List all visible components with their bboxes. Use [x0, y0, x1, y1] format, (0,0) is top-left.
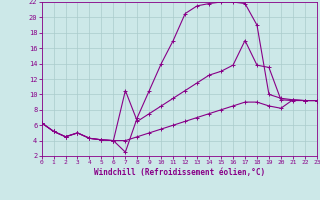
X-axis label: Windchill (Refroidissement éolien,°C): Windchill (Refroidissement éolien,°C) — [94, 168, 265, 177]
